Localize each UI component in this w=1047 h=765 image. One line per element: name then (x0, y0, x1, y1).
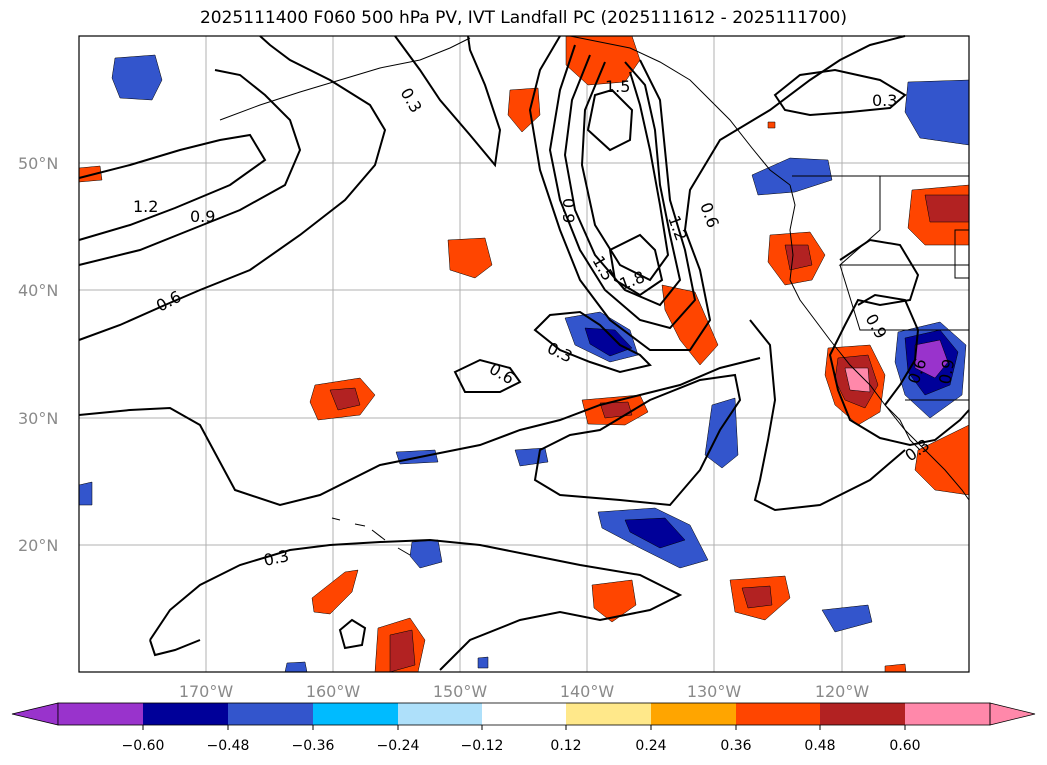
lon-label: 160°W (306, 682, 361, 701)
pv-contour-line (857, 293, 920, 406)
lon-label: 130°W (687, 682, 742, 701)
pv-contour-line (563, 54, 682, 307)
colorbar-tick-label: −0.12 (461, 738, 504, 754)
contour-label: 0.9 (935, 357, 958, 385)
colorbar-segment (905, 703, 990, 725)
negative-anomaly-blob (624, 517, 686, 549)
positive-anomaly-blob (844, 367, 871, 393)
positive-anomaly-blob (661, 284, 719, 366)
contour-label: 0.3 (262, 546, 291, 570)
positive-anomaly-blob (591, 579, 637, 623)
pv-contour-line (338, 618, 367, 650)
colorbar-segment (58, 703, 143, 725)
us-state-line (839, 264, 969, 331)
colorbar-tick-label: 0.48 (804, 738, 835, 754)
pv-contour-line (149, 538, 683, 671)
pv-contour-line (773, 68, 907, 117)
negative-anomaly-blob (821, 604, 873, 633)
pv-contour-line (828, 238, 970, 447)
colorbar-segment (820, 703, 905, 725)
colorbar-tick-label: 0.24 (635, 738, 666, 754)
colorbar-segment (228, 703, 313, 725)
plot-title: 2025111400 F060 500 hPa PV, IVT Landfall… (199, 8, 847, 28)
hawaii-islands (331, 517, 411, 556)
pv-contour-line (78, 69, 302, 266)
positive-anomaly-blob (389, 629, 416, 673)
colorbar-tick-label: 0.12 (550, 738, 581, 754)
positive-anomaly-blob (447, 237, 493, 279)
contour-label: 1.2 (133, 197, 158, 216)
negative-anomaly-blob (914, 339, 949, 379)
pv-contour-line (580, 61, 670, 282)
colorbar-segment (566, 703, 651, 725)
positive-anomaly-blob (329, 387, 361, 411)
colorbar-tick-label: −0.48 (207, 738, 250, 754)
colorbar-ticks (142, 725, 906, 730)
lat-label: 30°N (18, 409, 58, 428)
longitude-labels: 170°W 160°W 150°W 140°W 130°W 120°W (179, 682, 870, 701)
colorbar-segment (736, 703, 820, 725)
pv-contour-line (586, 88, 634, 152)
negative-anomaly-blob (904, 79, 970, 146)
pv-contours (78, 35, 970, 671)
latitude-labels: 50°N 40°N 30°N 20°N (18, 154, 58, 555)
positive-anomaly-blob (767, 121, 776, 129)
pv-contour-line (608, 233, 664, 297)
contour-label: 1.5 (605, 77, 630, 96)
positive-anomaly-blob (914, 424, 970, 496)
colorbar-tick-label: −0.60 (122, 738, 165, 754)
colorbar-extend-left (11, 702, 59, 726)
pv-contour-line (548, 44, 697, 330)
colorbar-segment (313, 703, 398, 725)
pv-contour-line (528, 35, 906, 351)
negative-anomaly-blob (584, 327, 633, 357)
lat-label: 20°N (18, 536, 58, 555)
lon-label: 170°W (179, 682, 234, 701)
colorbar-segment (482, 703, 566, 725)
map-background (79, 36, 969, 672)
pv-contour-line (533, 310, 652, 374)
pv-contour-line (749, 319, 906, 512)
contour-label: 0.9 (190, 207, 215, 226)
lon-label: 140°W (560, 682, 615, 701)
north-america-west-coast (789, 184, 970, 501)
lon-label: 120°W (815, 682, 870, 701)
pv-contour-line (78, 357, 761, 507)
colorbar-tick-label: 0.36 (720, 738, 751, 754)
pv-contour-line (78, 35, 387, 341)
pv-contour-line (149, 639, 201, 657)
colorbar-tick-label: −0.24 (377, 738, 420, 754)
pv-contour-line (78, 133, 267, 241)
colorbar-tick-label: 0.60 (889, 738, 920, 754)
anomaly-fill-field (78, 35, 970, 673)
colorbar-segment (398, 703, 482, 725)
alaska-panhandle-coast (569, 35, 791, 186)
pv-contour-line (533, 373, 742, 507)
lat-label: 40°N (18, 281, 58, 300)
colorbar-extend-right (989, 702, 1036, 726)
positive-anomaly-blob (311, 569, 359, 615)
lat-label: 50°N (18, 154, 58, 173)
negative-anomaly-blob (78, 481, 93, 506)
negative-anomaly-blob (111, 54, 163, 101)
map-frame (78, 35, 970, 673)
pv-contour-line (453, 358, 522, 393)
colorbar-tick-label: −0.36 (292, 738, 335, 754)
alaska-coast (219, 37, 471, 121)
positive-anomaly-blob (741, 585, 773, 609)
positive-anomaly-blob (924, 194, 970, 223)
colorbar-segment (143, 703, 228, 725)
pv-contour-line (394, 35, 502, 168)
negative-anomaly-blob (284, 661, 308, 673)
positive-anomaly-blob (599, 401, 633, 419)
contour-label: 0.9 (559, 198, 578, 223)
colorbar-segment (651, 703, 736, 725)
colorbar: −0.60 −0.48 −0.36 −0.24 −0.12 0.12 0.24 … (11, 702, 1036, 754)
contour-label: 0.3 (872, 91, 897, 110)
colorbar-outline (57, 702, 991, 726)
lon-label: 150°W (433, 682, 488, 701)
negative-anomaly-blob (477, 656, 489, 669)
